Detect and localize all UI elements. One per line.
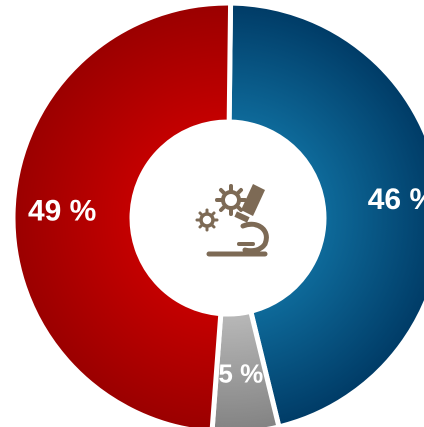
slice-label-2: 49 %: [28, 194, 96, 227]
slice-label-0: 46 %: [368, 183, 424, 216]
slice-1: [209, 308, 282, 427]
slice-label-1: 5 %: [218, 358, 263, 388]
microscope-gears-icon: [195, 184, 269, 257]
slice-2: [10, 0, 234, 427]
slice-0: [226, 0, 424, 427]
